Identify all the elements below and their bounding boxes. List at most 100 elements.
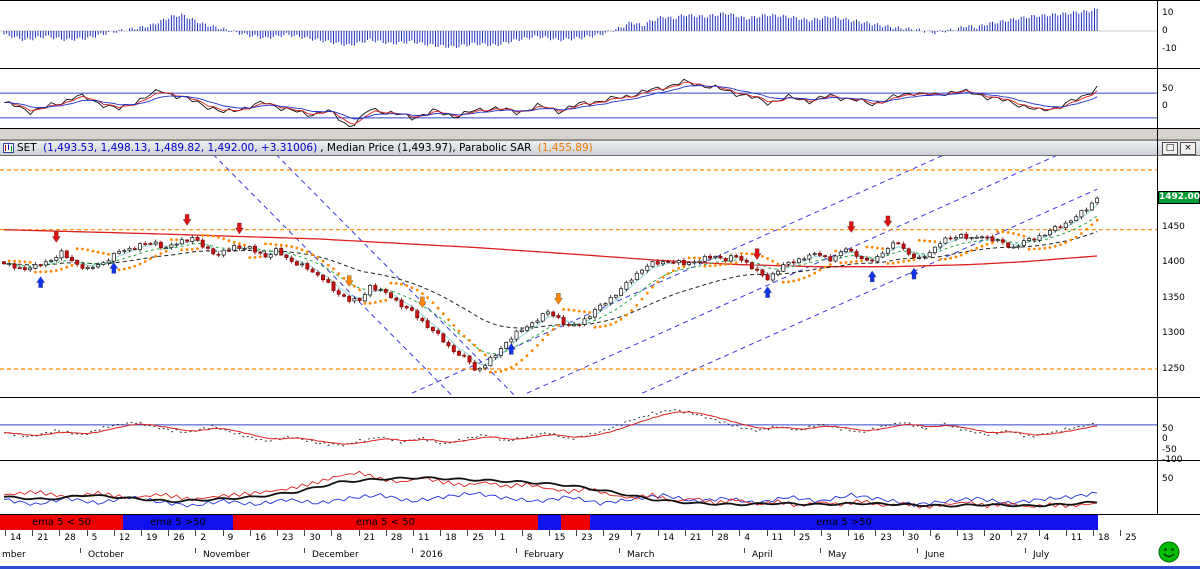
candle	[697, 259, 702, 264]
date-tick-label: 7	[635, 533, 642, 543]
month-label: 2016	[420, 550, 443, 560]
price-chart-panel[interactable]	[0, 156, 1200, 398]
candle	[906, 247, 911, 257]
candle	[781, 262, 786, 273]
candle	[279, 245, 284, 256]
symbol-label: SET	[17, 142, 41, 154]
candle	[896, 241, 901, 245]
candle	[572, 321, 577, 327]
candle	[692, 259, 697, 266]
candle	[739, 254, 744, 263]
candle	[436, 328, 441, 336]
momentum-plot-area[interactable]	[0, 1, 1157, 68]
month-label: April	[752, 550, 773, 560]
close-button[interactable]: ×	[1180, 141, 1196, 155]
ohlc-values-text: (1,493.53, 1,498.13, 1,489.82, 1,492.00,…	[43, 142, 318, 154]
candle	[117, 249, 122, 255]
candle	[718, 253, 723, 260]
candlestick-series	[2, 196, 1100, 373]
oscillator-dashed-line	[3, 409, 1098, 447]
scale-tick-label: 10	[1162, 8, 1174, 18]
date-tick-mark	[277, 530, 278, 536]
candle	[1042, 234, 1047, 237]
indicator-panel-momentum[interactable]	[0, 1, 1200, 69]
candle	[164, 245, 169, 250]
month-tick-mark	[412, 548, 413, 553]
sell-signal-arrow	[52, 231, 61, 243]
stochastic-plot-area[interactable]	[0, 461, 1157, 514]
ema-regime-segment: ema 5 >50	[123, 515, 233, 530]
fast-ema-cyan-line	[3, 204, 1098, 366]
maximize-button[interactable]: □	[1162, 141, 1178, 155]
date-tick-mark	[141, 530, 142, 536]
candle	[1058, 224, 1063, 229]
date-tick-mark	[848, 530, 850, 536]
oscillator-plot-area[interactable]	[0, 69, 1157, 128]
date-tick-mark	[739, 530, 741, 536]
date-tick-label: 18	[445, 533, 457, 543]
candle	[603, 302, 608, 306]
scale-tick-label: 0	[1162, 26, 1168, 36]
candle	[315, 270, 320, 278]
candle	[289, 255, 294, 264]
date-tick-mark	[685, 530, 686, 536]
candle	[629, 278, 634, 285]
candle	[577, 323, 582, 328]
chart-titlebar[interactable]: SET (1,493.53, 1,498.13, 1,489.82, 1,492…	[0, 140, 1200, 156]
date-tick-mark	[304, 530, 306, 536]
date-tick-label: 13	[962, 533, 974, 543]
candle	[101, 261, 106, 266]
candle	[331, 280, 336, 293]
buy-signal-arrow	[909, 267, 919, 280]
momentum-histogram	[3, 8, 1098, 48]
trend-channel-line	[276, 156, 517, 397]
candle	[598, 302, 603, 313]
candle	[849, 247, 854, 253]
month-label: November	[203, 550, 250, 560]
candle	[216, 251, 221, 258]
date-tick-label: 9	[227, 533, 234, 543]
indicator-panel-stochastic[interactable]	[0, 461, 1200, 515]
candle	[185, 239, 190, 244]
candle	[368, 284, 373, 298]
price-plot-area[interactable]	[0, 156, 1157, 397]
scale-tick-label: 1250	[1162, 364, 1185, 374]
candle	[1032, 237, 1037, 243]
candle	[43, 259, 48, 268]
value-scale-column: 10 0 -10 50 0 1450 1400 1350 1300 1250 50 0 -50 -100 5…	[1157, 1, 1200, 515]
candle	[922, 254, 927, 260]
candle	[723, 257, 728, 264]
date-tick-label: 11	[771, 533, 784, 543]
candle	[169, 242, 174, 250]
indicator-panel-macd[interactable]	[0, 398, 1200, 461]
candle	[1027, 236, 1032, 242]
date-tick-label: 8	[336, 533, 343, 543]
candle	[509, 336, 514, 344]
macd-plot-area[interactable]	[0, 398, 1157, 460]
month-tick-mark	[820, 548, 821, 553]
buy-signal-arrow	[109, 262, 119, 274]
indicator-panel-oscillator[interactable]	[0, 69, 1200, 129]
candle	[106, 258, 111, 266]
date-axis: 14 21 28 5 12 19 26 2 9 16 23 30 8 21 28 11 18 25 1 8 15 23 29…	[0, 530, 1200, 566]
trend-channel-line	[641, 188, 1098, 394]
candle	[362, 292, 367, 303]
candle	[927, 249, 932, 258]
candle	[352, 296, 357, 304]
candle	[671, 259, 676, 265]
expert-advisor-smiley-icon[interactable]	[1158, 541, 1180, 563]
candle	[33, 262, 38, 270]
scale-tick-label: 50	[1162, 423, 1174, 434]
date-tick-label: 29	[608, 533, 620, 543]
candle	[776, 269, 780, 277]
sell-signal-arrow	[752, 248, 762, 260]
candle	[953, 235, 958, 242]
candle	[258, 251, 263, 256]
candle	[566, 323, 571, 328]
stoch-black-line	[3, 476, 1098, 508]
candle	[1006, 242, 1011, 249]
date-tick-mark	[1038, 530, 1040, 536]
date-tick-label: 14	[10, 533, 22, 543]
sell-signal-arrow	[883, 215, 893, 228]
